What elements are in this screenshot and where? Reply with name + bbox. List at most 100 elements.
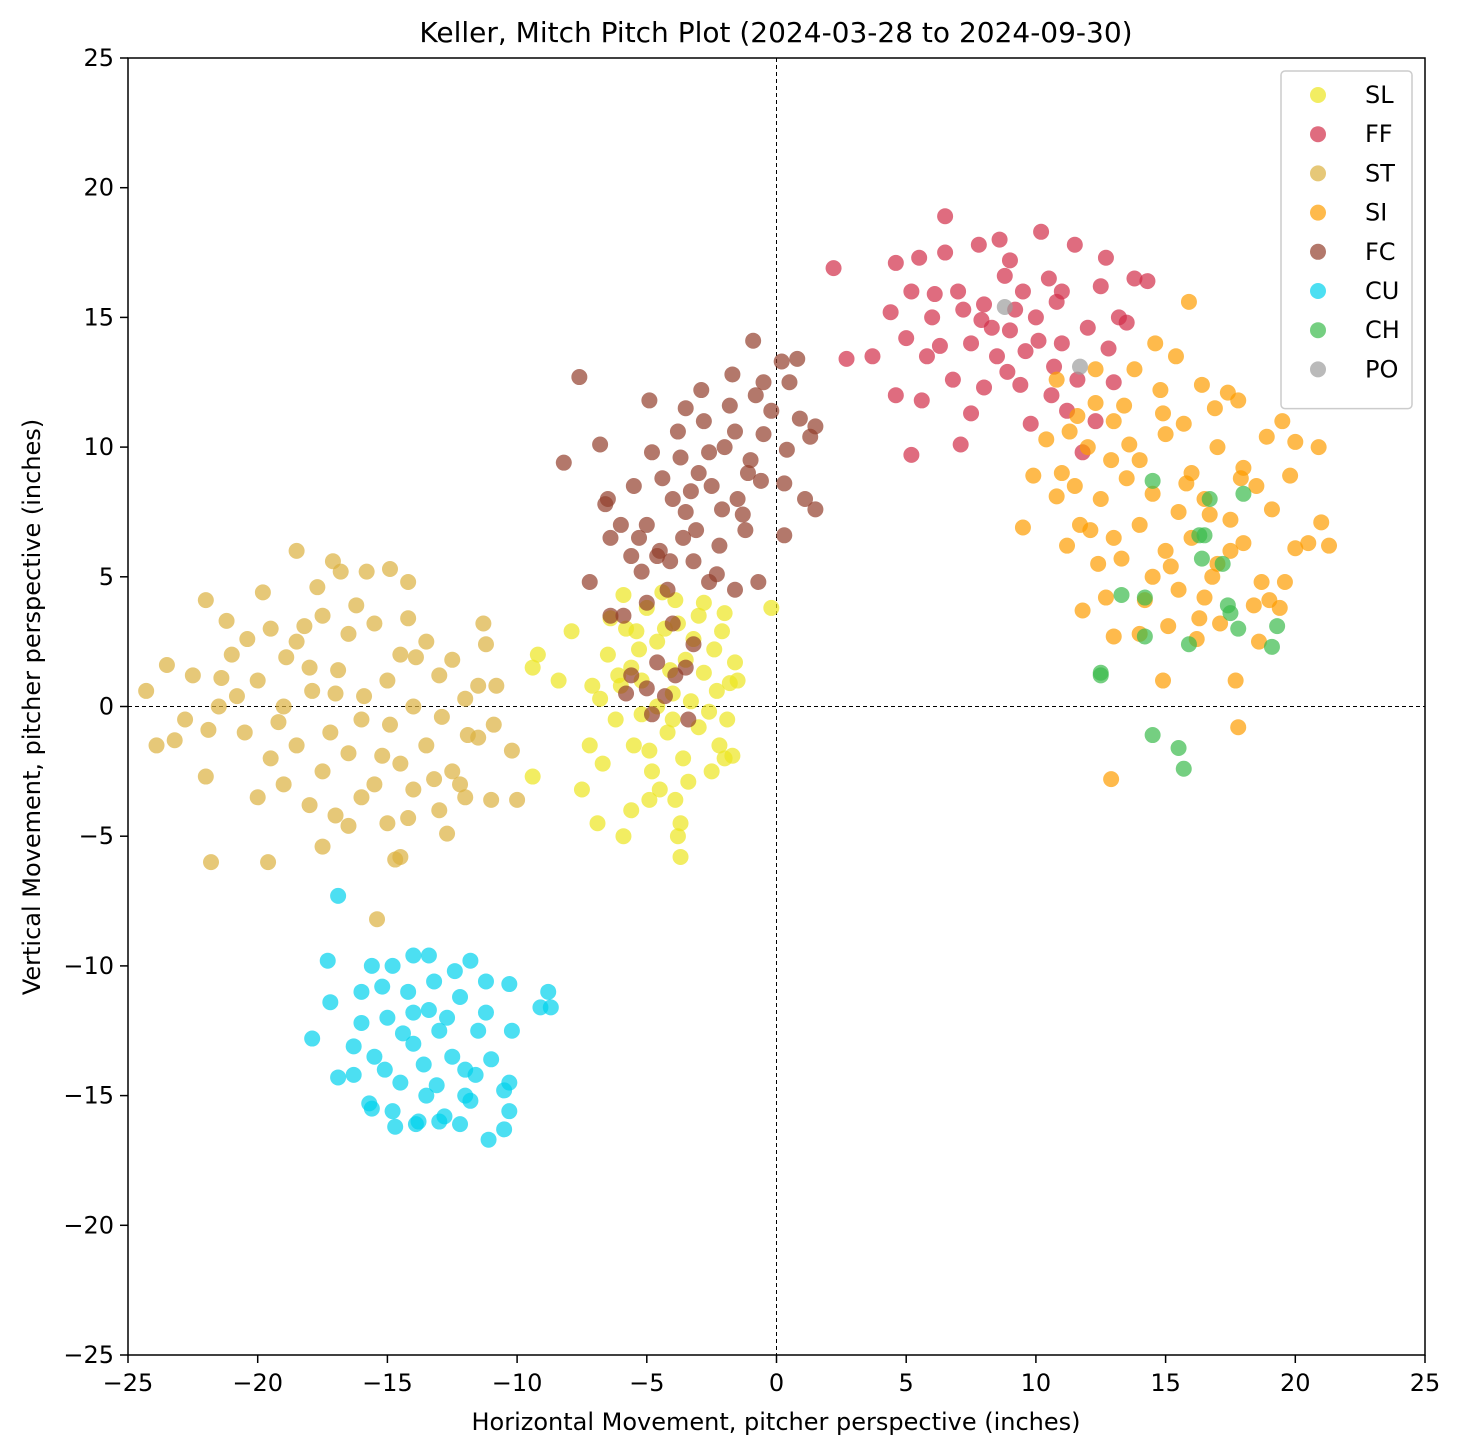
data-point-fc (693, 382, 710, 399)
data-point-si (1061, 423, 1078, 440)
data-point-cu (444, 1048, 461, 1065)
data-point-sl (664, 711, 681, 728)
legend-label: SI (1365, 199, 1387, 227)
data-point-ff (937, 208, 954, 225)
data-point-fc (797, 490, 814, 507)
data-point-st (330, 662, 347, 679)
data-point-st (148, 737, 165, 754)
data-point-ff (1100, 340, 1117, 357)
data-point-si (1092, 490, 1109, 507)
data-point-fc (737, 522, 754, 539)
data-point-st (270, 714, 287, 731)
data-point-ff (926, 286, 943, 303)
data-point-ff (1014, 283, 1031, 300)
data-point-si (1222, 542, 1239, 559)
data-point-fc (667, 667, 684, 684)
legend-item-ch: CH (1310, 316, 1400, 344)
data-point-st (470, 677, 487, 694)
data-point-st (288, 633, 305, 650)
data-point-sl (563, 623, 580, 640)
legend-label: CU (1365, 277, 1399, 305)
data-point-cu (540, 983, 557, 1000)
data-point-si (1209, 439, 1226, 456)
data-point-ch (1170, 740, 1187, 757)
data-point-ff (1043, 387, 1060, 404)
data-point-sl (651, 781, 668, 798)
data-point-si (1232, 470, 1249, 487)
data-point-si (1191, 610, 1208, 627)
data-point-st (184, 667, 201, 684)
data-point-ff (996, 267, 1013, 284)
data-point-cu (462, 952, 479, 969)
data-point-si (1196, 589, 1213, 606)
data-point-cu (379, 1009, 396, 1026)
data-point-ch (1144, 472, 1161, 489)
data-point-fc (726, 423, 743, 440)
data-point-fc (752, 472, 769, 489)
data-point-si (1155, 672, 1172, 689)
legend-item-fc: FC (1310, 238, 1396, 266)
data-point-fc (643, 706, 660, 723)
data-point-ff (1048, 293, 1065, 310)
data-point-po (996, 299, 1013, 316)
data-point-fc (690, 465, 707, 482)
data-point-cu (496, 1082, 513, 1099)
data-point-st (475, 615, 492, 632)
data-point-sl (706, 641, 723, 658)
legend-item-cu: CU (1310, 277, 1399, 305)
data-point-si (1235, 535, 1252, 552)
data-point-st (327, 685, 344, 702)
data-point-si (1193, 376, 1210, 393)
data-point-ff (1118, 314, 1135, 331)
data-point-ff (1030, 332, 1047, 349)
data-point-fc (714, 501, 731, 518)
data-point-st (249, 672, 266, 689)
data-point-ff (1001, 322, 1018, 339)
legend-label: FC (1365, 238, 1396, 266)
data-point-si (1087, 395, 1104, 412)
data-point-si (1321, 537, 1338, 554)
y-tick-label: 25 (83, 44, 114, 72)
data-point-cu (446, 963, 463, 980)
y-tick-label: 20 (83, 174, 114, 202)
data-point-st (392, 755, 409, 772)
data-point-si (1079, 439, 1096, 456)
data-point-si (1258, 428, 1275, 445)
data-point-si (1048, 371, 1065, 388)
data-point-cu (392, 1074, 409, 1091)
data-point-si (1175, 415, 1192, 432)
data-point-sl (672, 848, 689, 865)
data-point-ff (1139, 273, 1156, 290)
data-point-sl (708, 682, 725, 699)
data-point-fc (662, 553, 679, 570)
data-point-si (1282, 467, 1299, 484)
data-point-st (262, 750, 279, 767)
data-point-si (1206, 400, 1223, 417)
data-point-ff (887, 387, 904, 404)
data-point-cu (431, 1113, 448, 1130)
data-point-ch (1196, 527, 1213, 544)
data-point-ff (1092, 278, 1109, 295)
data-point-st (400, 573, 417, 590)
x-tick-label: 5 (899, 1369, 914, 1397)
data-point-st (407, 649, 424, 666)
data-point-sl (594, 755, 611, 772)
data-point-fc (592, 436, 609, 453)
data-point-st (260, 854, 277, 871)
series-cu (304, 887, 559, 1148)
data-point-sl (729, 672, 746, 689)
data-point-cu (503, 1022, 520, 1039)
data-point-st (275, 698, 292, 715)
data-point-sl (623, 802, 640, 819)
legend-marker (1310, 204, 1326, 221)
data-point-ff (1017, 343, 1034, 360)
data-point-cu (374, 978, 391, 995)
data-point-st (485, 716, 502, 733)
y-tick-label: 5 (99, 563, 114, 591)
legend-marker (1310, 243, 1326, 260)
data-point-cu (407, 1116, 424, 1133)
data-point-fc (685, 553, 702, 570)
data-point-cu (353, 1014, 370, 1031)
